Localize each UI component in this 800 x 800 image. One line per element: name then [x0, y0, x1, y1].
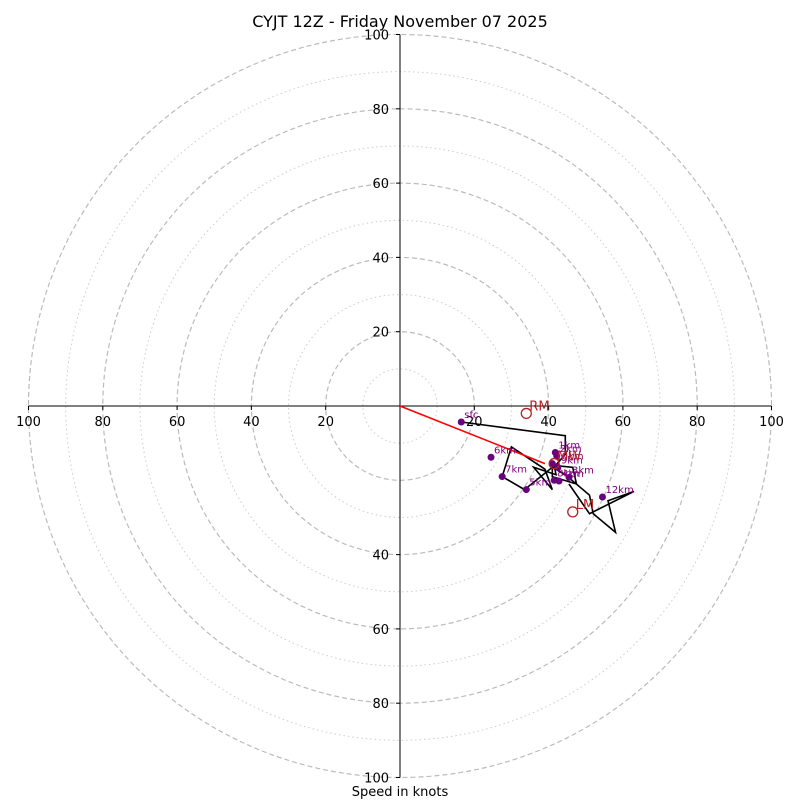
- motion-label-rm: RM: [529, 399, 549, 414]
- y-tick-label: 40: [372, 251, 389, 266]
- point-label-6km: 6km: [494, 445, 516, 456]
- y-tick-label: 60: [372, 623, 389, 638]
- point-label-10km: 10km: [555, 452, 583, 463]
- y-tick-label: 80: [372, 697, 389, 712]
- point-label-7km: 7km: [505, 465, 527, 476]
- point-label-8km: 8km: [557, 468, 579, 479]
- y-tick-label: 20: [372, 326, 389, 341]
- x-tick-label: 100: [759, 415, 784, 430]
- motion-marker-rm: [520, 407, 532, 420]
- x-tick-label: 100: [16, 415, 41, 430]
- y-tick-label: 100: [364, 29, 389, 44]
- motion-label-lm: LM: [576, 498, 594, 513]
- x-tick-label: 80: [689, 415, 706, 430]
- y-tick-label: 40: [372, 549, 389, 564]
- point-5km: [522, 486, 530, 494]
- point-label-4km: 4km: [562, 469, 584, 480]
- point-7km: [498, 473, 506, 481]
- x-tick-label: 20: [317, 415, 334, 430]
- point-12km: [598, 493, 606, 501]
- x-tick-label: 80: [95, 415, 112, 430]
- point-label-5km: 5km: [529, 478, 551, 489]
- x-tick-label: 60: [169, 415, 186, 430]
- y-tick-label: 80: [372, 103, 389, 118]
- hodograph-series: [399, 405, 635, 535]
- x-tick-label: 40: [540, 415, 557, 430]
- hodograph-line: [461, 421, 635, 535]
- chart-title: CYJT 12Z - Friday November 07 2025: [252, 12, 548, 31]
- point-label-2km: 2km: [560, 444, 582, 455]
- point-6km: [487, 453, 495, 461]
- point-3km: [565, 473, 573, 481]
- point-label-3km: 3km: [572, 465, 594, 476]
- y-tick-label: 60: [372, 177, 389, 192]
- y-tick-label: 100: [364, 772, 389, 787]
- point-8km: [550, 476, 558, 484]
- point-label-12km: 12km: [605, 485, 633, 496]
- point-2km: [553, 452, 561, 460]
- shear-vector-line: [399, 405, 546, 465]
- tick-labels: 100 80 60 40 20 20 40 60 80 100 100 80 60 40 20 40 60 80 1…: [16, 29, 784, 787]
- point-label-1km: 1km: [558, 440, 580, 451]
- point-10km: [548, 460, 556, 468]
- motion-marker-mw: [548, 457, 560, 470]
- x-tick-label: 20: [466, 415, 483, 430]
- point-label-9km: 9km: [561, 455, 583, 466]
- x-tick-label: 40: [243, 415, 260, 430]
- point-sfc: [457, 418, 465, 426]
- point-label-sfc: sfc: [464, 410, 478, 421]
- x-tick-label: 60: [615, 415, 632, 430]
- x-axis-label: Speed in knots: [352, 785, 449, 800]
- storm-motion-markers: RM LM MW: [520, 399, 594, 518]
- motion-label-mw: MW: [557, 450, 581, 465]
- motion-marker-lm: [567, 506, 579, 518]
